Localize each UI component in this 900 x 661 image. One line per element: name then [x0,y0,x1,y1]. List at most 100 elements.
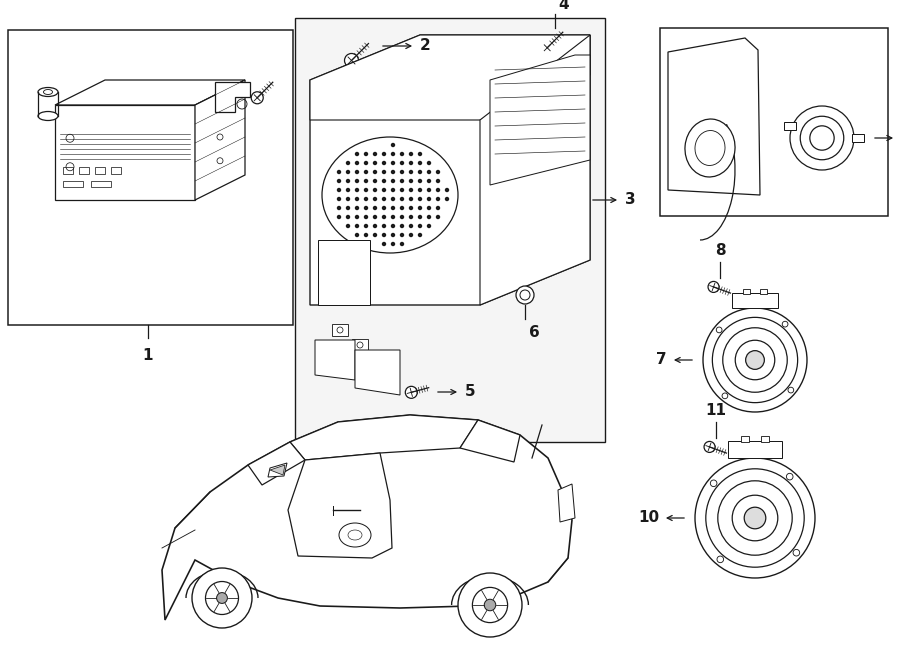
Polygon shape [480,35,590,305]
Circle shape [427,161,431,165]
Text: 6: 6 [529,325,540,340]
Bar [111,167,121,174]
Circle shape [405,386,418,399]
Circle shape [418,178,422,183]
Circle shape [192,568,252,628]
Text: 5: 5 [465,385,475,399]
Circle shape [373,161,377,165]
Polygon shape [248,442,305,485]
Circle shape [400,152,404,156]
Bar [79,167,89,174]
Bar [760,436,769,442]
Circle shape [391,188,395,192]
Circle shape [337,178,341,183]
Circle shape [373,224,377,228]
Text: 2: 2 [420,38,431,54]
Circle shape [427,178,431,183]
Circle shape [355,233,359,237]
Circle shape [484,600,496,611]
Circle shape [205,582,239,615]
Circle shape [400,188,404,192]
Text: 1: 1 [143,348,153,363]
Polygon shape [310,35,590,305]
Circle shape [400,233,404,237]
Polygon shape [270,465,285,475]
Circle shape [337,197,341,201]
Circle shape [400,170,404,175]
Bar [352,339,368,351]
Circle shape [373,178,377,183]
Circle shape [355,215,359,219]
Circle shape [382,152,386,156]
Text: 10: 10 [638,510,659,525]
Circle shape [427,224,431,228]
Circle shape [703,308,807,412]
Bar [852,134,864,142]
Circle shape [458,573,522,637]
Circle shape [373,233,377,237]
Circle shape [373,170,377,175]
Circle shape [373,152,377,156]
Circle shape [436,215,440,219]
Circle shape [418,233,422,237]
Bar [63,167,73,174]
Circle shape [427,206,431,210]
Text: 3: 3 [625,192,635,208]
Circle shape [717,556,724,563]
Circle shape [355,197,359,201]
Circle shape [409,178,413,183]
Circle shape [382,197,386,201]
Circle shape [520,290,530,300]
Circle shape [337,188,341,192]
Circle shape [382,242,386,246]
Circle shape [355,206,359,210]
Polygon shape [295,18,605,442]
Polygon shape [55,80,245,105]
Circle shape [382,215,386,219]
Circle shape [409,197,413,201]
Bar [742,290,751,294]
Circle shape [337,170,341,175]
Circle shape [409,161,413,165]
Circle shape [790,106,854,170]
Circle shape [744,507,766,529]
Circle shape [391,242,395,246]
Circle shape [355,188,359,192]
Polygon shape [55,105,195,200]
Circle shape [436,178,440,183]
Circle shape [217,593,228,603]
Circle shape [337,206,341,210]
Circle shape [391,152,395,156]
Circle shape [409,170,413,175]
Circle shape [382,206,386,210]
Circle shape [391,233,395,237]
Circle shape [800,116,844,160]
Text: 11: 11 [706,403,726,418]
Ellipse shape [339,523,371,547]
Circle shape [427,197,431,201]
Circle shape [346,224,350,228]
Circle shape [409,215,413,219]
Polygon shape [310,35,590,120]
Polygon shape [460,420,520,462]
Circle shape [418,197,422,201]
Circle shape [541,42,554,54]
Circle shape [516,286,534,304]
Polygon shape [315,340,355,380]
Ellipse shape [38,112,58,120]
Circle shape [382,178,386,183]
Circle shape [364,161,368,165]
Circle shape [251,92,263,104]
Circle shape [704,442,715,452]
Circle shape [418,206,422,210]
Circle shape [346,206,350,210]
Polygon shape [268,463,287,477]
Circle shape [382,233,386,237]
Circle shape [364,188,368,192]
Circle shape [382,170,386,175]
Circle shape [355,178,359,183]
Circle shape [722,393,728,399]
Circle shape [472,588,508,623]
Circle shape [710,480,717,486]
Circle shape [436,197,440,201]
